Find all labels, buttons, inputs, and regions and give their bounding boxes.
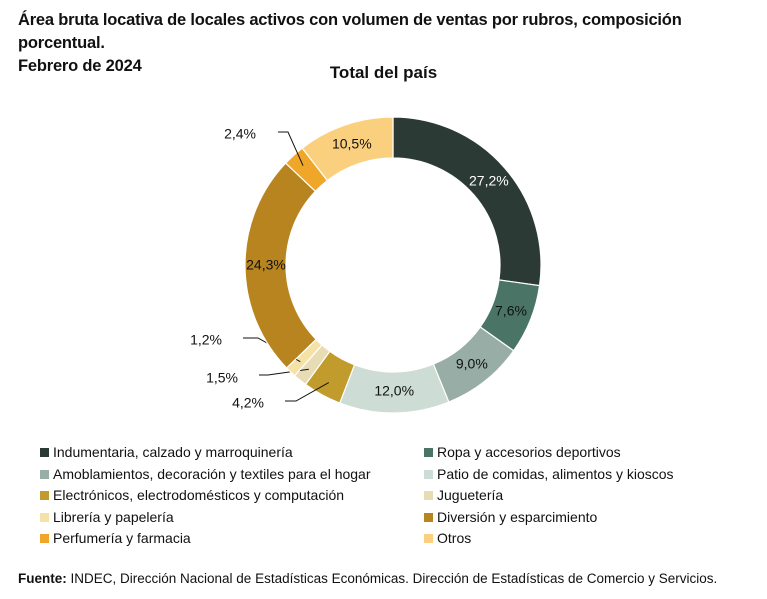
legend-swatch xyxy=(40,469,49,479)
legend-swatch xyxy=(40,491,49,500)
data-label-electronicos-electrodomesticos-y-computacion: 4,2% xyxy=(232,395,264,411)
legend-item-jugueteria: Juguetería xyxy=(424,487,503,503)
chart-title-block: Área bruta locativa de locales activos c… xyxy=(18,9,758,78)
donut-chart: 27,2% 7,6% 9,0% 12,0% 4,2% 1,5% 1,2% 24,3% 2,4% 1… xyxy=(190,116,542,414)
chart-title: Área bruta locativa de locales activos c… xyxy=(18,11,682,52)
legend-item-otros: Otros xyxy=(424,530,471,546)
legend-item-diversion-y-esparcimiento: Diversión y esparcimiento xyxy=(424,509,597,525)
legend-label: Librería y papelería xyxy=(53,508,174,525)
legend-item-ropa-y-accesorios-deportivos: Ropa y accesorios deportivos xyxy=(424,444,621,460)
data-label-libreria-y-papeleria: 1,2% xyxy=(190,332,222,348)
legend-item-indumentaria-calzado-y-marroquineria: Indumentaria, calzado y marroquinería xyxy=(40,444,293,460)
chart-date: Febrero de 2024 xyxy=(18,57,142,75)
legend-swatch xyxy=(424,534,433,543)
slice-indumentaria-calzado-y-marroquineria xyxy=(392,116,542,287)
legend-label: Amoblamientos, decoración y textiles par… xyxy=(53,465,371,482)
data-label-otros: 10,5% xyxy=(332,136,372,152)
legend-item-patio-de-comidas-alimentos-y-kioscos: Patio de comidas, alimentos y kioscos xyxy=(424,466,674,482)
leader-line-electronicos-electrodomesticos-y-computacion xyxy=(285,382,330,402)
legend-label: Perfumería y farmacia xyxy=(53,530,191,546)
legend-swatch xyxy=(424,512,433,522)
legend-swatch xyxy=(424,491,433,500)
legend-item-amoblamientos-decoracion-y-textiles-para-el-hogar: Amoblamientos, decoración y textiles par… xyxy=(40,466,371,482)
legend-label: Otros xyxy=(437,530,472,546)
legend-swatch xyxy=(40,534,49,543)
legend-item-electronicos-electrodomesticos-y-computacion: Electrónicos, electrodomésticos y comput… xyxy=(40,487,344,503)
legend-item-libreria-y-papeleria: Librería y papelería xyxy=(40,509,174,525)
data-label-diversion-y-esparcimiento: 24,3% xyxy=(246,256,286,272)
chart-subtitle: Total del país xyxy=(329,63,438,82)
data-label-indumentaria-calzado-y-marroquineria: 27,2% xyxy=(469,172,509,188)
legend-swatch xyxy=(40,512,49,522)
slice-otros xyxy=(301,116,394,182)
leader-line-perfumeria-y-farmacia xyxy=(278,131,304,166)
data-label-amoblamientos-decoracion-y-textiles-para-el-hogar: 9,0% xyxy=(456,355,488,371)
legend-swatch xyxy=(424,469,433,479)
source-text: INDEC, Dirección Nacional de Estadística… xyxy=(66,571,718,586)
legend-label: Ropa y accesorios deportivos xyxy=(437,444,621,460)
legend-swatch xyxy=(40,448,49,457)
legend-swatch xyxy=(424,448,433,457)
data-label-perfumeria-y-farmacia: 2,4% xyxy=(224,126,256,142)
legend-label: Electrónicos, electrodomésticos y comput… xyxy=(53,487,345,503)
data-label-jugueteria: 1,5% xyxy=(206,370,238,386)
source-note: Fuente: INDEC, Dirección Nacional de Est… xyxy=(18,571,717,586)
legend-label: Diversión y esparcimiento xyxy=(437,508,598,525)
data-label-ropa-y-accesorios-deportivos: 7,6% xyxy=(495,303,527,319)
data-label-patio-de-comidas-alimentos-y-kioscos: 12,0% xyxy=(374,383,414,399)
source-label: Fuente: xyxy=(18,571,67,586)
legend-label: Juguetería xyxy=(437,487,504,503)
legend-item-perfumeria-y-farmacia: Perfumería y farmacia xyxy=(40,530,191,546)
legend-label: Patio de comidas, alimentos y kioscos xyxy=(437,465,674,482)
legend-label: Indumentaria, calzado y marroquinería xyxy=(53,444,293,460)
